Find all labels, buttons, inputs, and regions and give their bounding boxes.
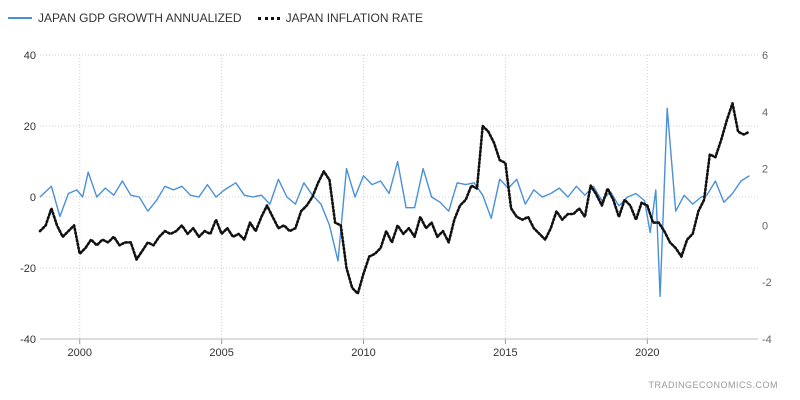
y-left-tick-label-40: 40 xyxy=(24,50,36,62)
x-tick-label-2015: 2015 xyxy=(493,347,517,359)
legend-label-gdp: JAPAN GDP GROWTH ANNUALIZED xyxy=(38,11,242,25)
y-right-tick-label--4: -4 xyxy=(762,334,772,346)
legend-item-inflation[interactable]: JAPAN INFLATION RATE xyxy=(257,11,423,25)
y-right-tick-label--2: -2 xyxy=(762,277,772,289)
y-right-tick-label-0: 0 xyxy=(762,220,768,232)
y-left-tick-label-0: 0 xyxy=(30,192,36,204)
y-right-tick-label-6: 6 xyxy=(762,50,768,62)
series-line-gdp xyxy=(39,107,750,298)
legend-swatch-gdp xyxy=(8,17,32,19)
x-tick-label-2020: 2020 xyxy=(635,347,659,359)
legend-swatch-inflation xyxy=(257,16,280,20)
legend-label-inflation: JAPAN INFLATION RATE xyxy=(285,11,423,25)
x-tick-label-2010: 2010 xyxy=(351,347,375,359)
y-left-tick-label--40: -40 xyxy=(20,334,36,346)
y-right-tick-label-2: 2 xyxy=(762,164,768,176)
x-tick-label-2000: 2000 xyxy=(67,347,91,359)
watermark: TRADINGECONOMICS.COM xyxy=(648,380,778,390)
y-left-tick-label--20: -20 xyxy=(20,263,36,275)
x-tick-label-2005: 2005 xyxy=(209,347,233,359)
legend-item-gdp[interactable]: JAPAN GDP GROWTH ANNUALIZED xyxy=(8,11,242,25)
y-right-tick-label-4: 4 xyxy=(762,107,768,119)
y-left-tick-label-20: 20 xyxy=(24,121,36,133)
chart-legend: JAPAN GDP GROWTH ANNUALIZED JAPAN INFLAT… xyxy=(8,11,439,25)
series-line-inflation xyxy=(38,102,751,295)
